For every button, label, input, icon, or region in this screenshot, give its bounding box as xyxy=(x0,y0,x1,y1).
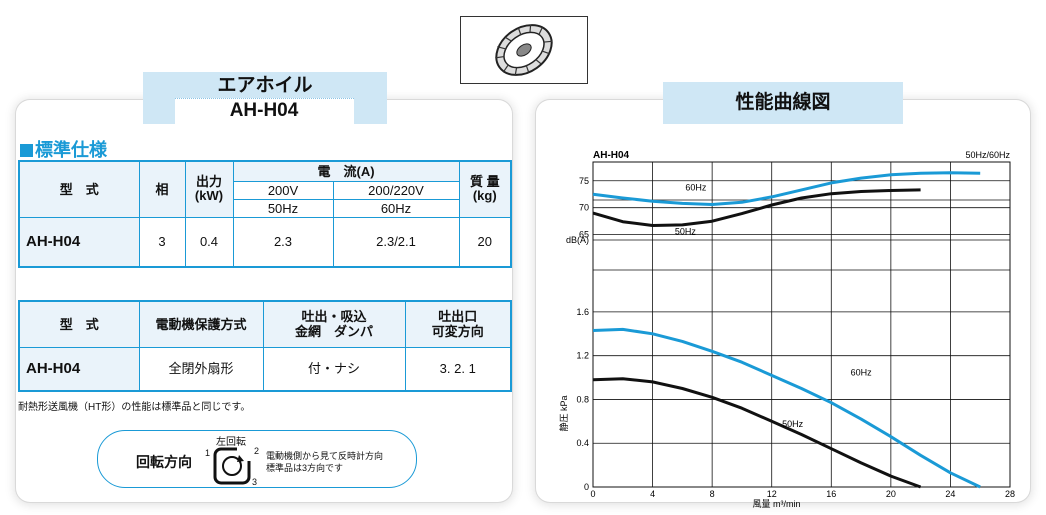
rotation-desc-1: 電動機側から見て反時計方向 xyxy=(266,451,384,461)
table-cell-output: 0.4 xyxy=(184,216,234,268)
chart-title: AH-H04 xyxy=(593,150,630,161)
table-cell-direction: 3. 2. 1 xyxy=(404,346,512,392)
rotation-label: 回転方向 xyxy=(136,454,192,470)
col-current: 電 流(A) xyxy=(232,160,460,182)
col-model-2: 型 式 xyxy=(18,300,140,348)
pressure-axis-label: 静圧 kPa xyxy=(558,395,569,431)
table-cell-damper: 付・ナシ xyxy=(262,346,406,392)
x-tick-label: 8 xyxy=(710,489,715,499)
table-row-model-2: AH-H04 xyxy=(18,346,140,392)
col-mass: 質 量 (kg) xyxy=(458,160,512,218)
rotation-num-2: 2 xyxy=(254,446,260,456)
rotation-num-1: 1 xyxy=(205,448,211,458)
x-tick-label: 12 xyxy=(767,489,777,499)
col-freq-a: 50Hz xyxy=(232,198,334,218)
pressure-line-50Hz xyxy=(592,377,922,489)
right-header-tab: 性能曲線図 xyxy=(663,82,903,124)
header-title: エアホイル xyxy=(217,75,313,96)
noise-tick-label: 70 xyxy=(579,203,589,213)
noise-label-60hz: 60Hz xyxy=(685,182,707,192)
pressure-label-50hz: 50Hz xyxy=(782,419,804,429)
left-header-tab: エアホイル xyxy=(143,72,387,100)
pressure-tick-label: 0 xyxy=(584,482,589,492)
pressure-tick-label: 0.4 xyxy=(576,438,589,448)
table-cell-mass: 20 xyxy=(458,216,512,268)
x-tick-label: 4 xyxy=(650,489,655,499)
rotation-direction-box xyxy=(97,430,417,488)
left-header-model: AH-H04 xyxy=(174,98,354,125)
x-tick-label: 24 xyxy=(945,489,955,499)
noise-line-60Hz xyxy=(592,171,981,206)
header-model: AH-H04 xyxy=(229,100,299,121)
rotation-arrow-icon xyxy=(213,447,251,485)
fan-wheel-icon xyxy=(495,24,553,76)
pressure-tick-label: 1.6 xyxy=(576,307,589,317)
product-thumbnail xyxy=(460,16,588,84)
chart-panel-title: 性能曲線図 xyxy=(735,92,831,113)
table-cell-protection: 全閉外扇形 xyxy=(138,346,264,392)
col-protection: 電動機保護方式 xyxy=(138,300,264,348)
x-tick-label: 0 xyxy=(590,489,595,499)
rotation-desc-2: 標準品は3方向です xyxy=(266,463,344,473)
rotation-direction-label: 左回転 xyxy=(216,437,246,448)
pressure-tick-label: 1.2 xyxy=(576,351,589,361)
table-cell-current-60: 2.3/2.1 xyxy=(332,216,460,268)
noise-label-50hz: 50Hz xyxy=(675,227,697,237)
noise-axis-label: dB(A) xyxy=(566,235,589,245)
spec-section-title: 標準仕様 xyxy=(20,136,107,162)
noise-tick-label: 65 xyxy=(579,230,589,240)
col-direction: 吐出口 可変方向 xyxy=(404,300,512,348)
performance-chart: 0 4 8 12 16 20 24 28 65 70 75 0 0.4 0.8 1.2 1.6 AH-H04 50… xyxy=(558,150,1015,509)
pressure-label-60hz: 60Hz xyxy=(851,367,873,377)
x-tick-label: 16 xyxy=(826,489,836,499)
col-output: 出力 (kW) xyxy=(184,160,234,218)
col-voltage-b: 200/220V xyxy=(332,180,460,200)
col-voltage-a: 200V xyxy=(232,180,334,200)
pressure-line-60Hz xyxy=(592,327,981,489)
x-tick-label: 20 xyxy=(886,489,896,499)
square-bullet-icon xyxy=(20,144,33,157)
col-phase: 相 xyxy=(138,160,186,218)
plot-frame xyxy=(592,161,1011,488)
heat-resistant-note: 耐熱形送風機（HT形）の性能は標準品と同じです。 xyxy=(18,402,251,413)
table-cell-current-50: 2.3 xyxy=(232,216,334,268)
col-model: 型 式 xyxy=(18,160,140,218)
table-row-model: AH-H04 xyxy=(18,216,140,268)
noise-tick-label: 75 xyxy=(579,176,589,186)
chart-panel xyxy=(536,100,1030,502)
pressure-tick-label: 0.8 xyxy=(576,394,589,404)
spec-table-2: 型 式 電動機保護方式 吐出・吸込 金網 ダンパ 吐出口 可変方向 AH-H04… xyxy=(18,300,512,392)
table-cell-phase: 3 xyxy=(138,216,186,268)
rotation-num-3: 3 xyxy=(252,477,258,487)
noise-line-50Hz xyxy=(592,188,921,227)
x-axis-label: 風量 m³/min xyxy=(753,499,801,509)
x-tick-label: 28 xyxy=(1005,489,1015,499)
col-damper: 吐出・吸込 金網 ダンパ xyxy=(262,300,406,348)
spec-table-1: 型 式 相 出力 (kW) 電 流(A) 質 量 (kg) 200V 200/2… xyxy=(18,160,513,268)
col-freq-b: 60Hz xyxy=(332,198,460,218)
chart-legend-note: 50Hz/60Hz xyxy=(965,150,1010,160)
